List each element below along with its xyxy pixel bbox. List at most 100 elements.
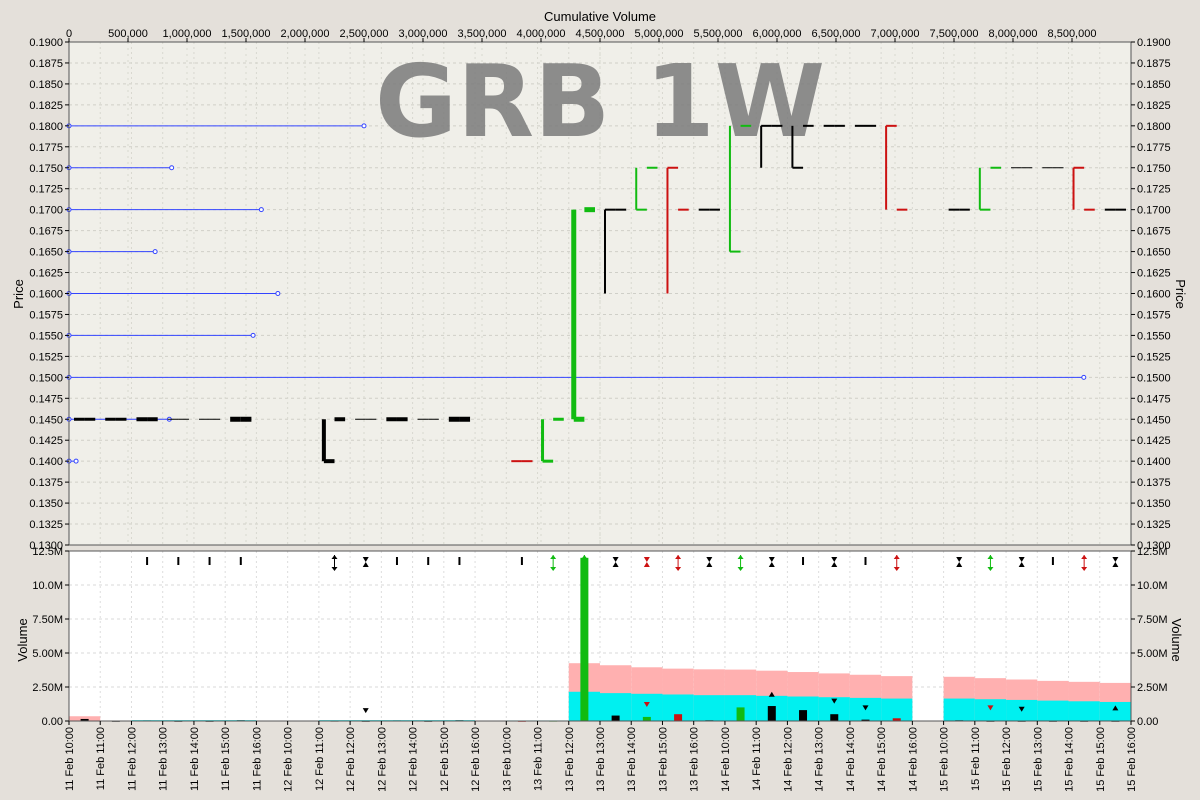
volume-tick-label-right: 2.50M <box>1137 682 1168 694</box>
volume-tick-label-right: 0.00 <box>1137 716 1158 728</box>
time-tick-label: 11 Feb 13:00 <box>158 727 170 791</box>
time-tick-label: 12 Feb 10:00 <box>283 727 295 792</box>
price-tick-label-left: 0.1875 <box>29 58 63 70</box>
time-tick-label: 12 Feb 11:00 <box>314 727 326 791</box>
price-tick-label-left: 0.1775 <box>29 142 63 154</box>
volume-tick-label-left: 7.50M <box>32 614 63 626</box>
average-volume-band-short <box>1037 700 1069 721</box>
time-tick-label: 15 Feb 12:00 <box>1001 727 1013 792</box>
volume-tick-label-right: 10.0M <box>1137 580 1168 592</box>
price-axis-title-left: Price <box>11 279 26 309</box>
time-tick-label: 12 Feb 16:00 <box>470 727 482 792</box>
volume-marker-down-triangle <box>362 708 369 714</box>
price-tick-label-right: 0.1575 <box>1137 309 1171 321</box>
trade-marker-hourglass-top <box>612 557 619 562</box>
trade-marker-hourglass-top <box>768 557 775 562</box>
price-tick-label-right: 0.1500 <box>1137 372 1171 384</box>
trade-marker-hourglass-bottom <box>706 562 713 567</box>
trade-marker-down-arrow <box>987 567 994 571</box>
volume-profile-end-dot <box>275 291 281 296</box>
trade-marker-down-arrow <box>550 567 557 571</box>
trade-marker-hourglass-top <box>643 557 650 562</box>
time-tick-label: 13 Feb 15:00 <box>657 727 669 792</box>
price-tick-label-left: 0.1475 <box>29 393 63 405</box>
price-tick-label-left: 0.1300 <box>29 540 63 552</box>
trade-marker-up-arrow <box>675 555 682 559</box>
volume-by-price <box>66 123 1087 464</box>
trade-marker-hourglass-bottom <box>612 562 619 567</box>
price-tick-label-left: 0.1425 <box>29 435 63 447</box>
cumvol-tick-label: 500,000 <box>108 28 148 40</box>
price-axis-title-right: Price <box>1173 279 1188 309</box>
volume-bar <box>799 710 808 721</box>
volume-profile-end-dot <box>152 249 158 255</box>
volume-tick-label-left: 5.00M <box>32 648 63 660</box>
price-tick-label-right: 0.1700 <box>1137 205 1171 217</box>
price-tick-label-left: 0.1450 <box>29 414 63 426</box>
trade-marker-hourglass-top <box>706 557 713 562</box>
cumvol-tick-label: 5,000,000 <box>635 28 684 40</box>
cumvol-tick-label: 8,000,000 <box>989 28 1038 40</box>
time-tick-label: 11 Feb 10:00 <box>64 727 76 791</box>
price-tick-label-left: 0.1600 <box>29 289 63 301</box>
trade-marker-up-arrow <box>893 555 900 559</box>
time-tick-label: 15 Feb 11:00 <box>970 727 982 791</box>
time-tick-label: 14 Feb 13:00 <box>814 727 826 792</box>
volume-tick-label-left: 10.0M <box>32 580 63 592</box>
price-tick-label-right: 0.1900 <box>1137 37 1171 49</box>
time-tick-label: 11 Feb 14:00 <box>189 727 201 791</box>
time-tick-label: 14 Feb 10:00 <box>720 727 732 792</box>
price-tick-label-right: 0.1450 <box>1137 414 1171 426</box>
average-volume-band-short <box>1068 701 1100 721</box>
price-tick-label-left: 0.1800 <box>29 121 63 133</box>
trade-marker-hourglass-bottom <box>956 562 963 567</box>
volume-profile-end-dot <box>73 458 79 464</box>
volume-bar <box>642 716 651 721</box>
volume-marker-down-triangle <box>987 705 994 711</box>
volume-bar <box>767 706 776 721</box>
volume-profile-end-dot <box>169 165 175 171</box>
price-tick-label-right: 0.1825 <box>1137 100 1171 112</box>
cumvol-tick-label: 4,500,000 <box>576 28 625 40</box>
average-volume-band-short <box>881 698 913 721</box>
cumvol-tick-label: 1,500,000 <box>222 28 271 40</box>
time-tick-label: 14 Feb 12:00 <box>782 727 794 792</box>
price-tick-label-left: 0.1900 <box>29 37 63 49</box>
price-tick-label-right: 0.1850 <box>1137 79 1171 91</box>
trade-marker-down-arrow <box>893 567 900 571</box>
time-tick-label: 15 Feb 14:00 <box>1064 727 1076 792</box>
volume-bar <box>830 714 839 721</box>
trade-marker-up-arrow <box>550 555 557 559</box>
volume-bar <box>674 714 683 721</box>
volume-bar <box>611 715 620 721</box>
trade-marker-hourglass-bottom <box>831 562 838 567</box>
price-tick-label-left: 0.1750 <box>29 163 63 175</box>
trade-marker-hourglass-bottom <box>1018 562 1025 567</box>
volume-tick-label-left: 0.00 <box>42 716 63 728</box>
price-tick-label-left: 0.1325 <box>29 519 63 531</box>
cumvol-tick-label: 4,000,000 <box>517 28 566 40</box>
price-tick-label-left: 0.1375 <box>29 477 63 489</box>
trade-marker-hourglass-top <box>1018 557 1025 562</box>
volume-axis-title-right: Volume <box>1169 618 1184 661</box>
cumvol-tick-label: 6,500,000 <box>812 28 861 40</box>
price-tick-label-left: 0.1350 <box>29 498 63 510</box>
volume-bar <box>736 707 745 721</box>
price-tick-label-right: 0.1750 <box>1137 163 1171 175</box>
time-tick-label: 14 Feb 14:00 <box>845 727 857 792</box>
price-tick-label-left: 0.1550 <box>29 330 63 342</box>
trade-marker-up-arrow <box>581 555 588 559</box>
volume-axis-title-left: Volume <box>15 618 30 661</box>
time-tick-label: 14 Feb 15:00 <box>876 727 888 792</box>
price-tick-label-left: 0.1675 <box>29 226 63 238</box>
cumvol-tick-label: 7,000,000 <box>871 28 920 40</box>
trade-marker-down-arrow <box>331 567 338 571</box>
trade-marker-up-arrow <box>1081 555 1088 559</box>
volume-averages <box>69 663 1131 721</box>
volume-tick-label-right: 7.50M <box>1137 614 1168 626</box>
time-tick-label: 15 Feb 13:00 <box>1032 727 1044 792</box>
volume-bar <box>80 718 89 721</box>
volume-marker-up-triangle <box>768 691 775 697</box>
cumvol-tick-label: 3,500,000 <box>458 28 507 40</box>
trade-marker-up-arrow <box>331 555 338 559</box>
